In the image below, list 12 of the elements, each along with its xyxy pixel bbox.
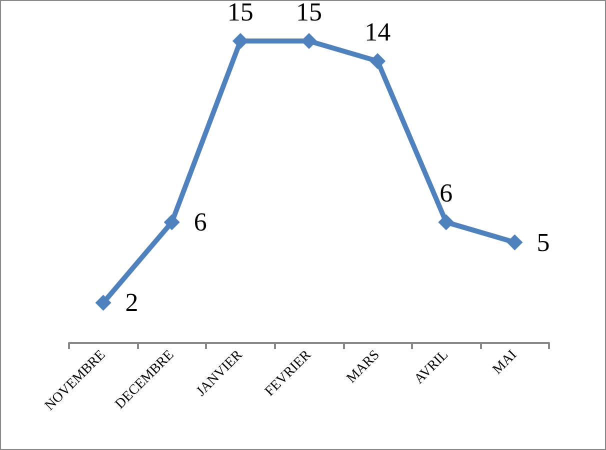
data-label: 15	[227, 0, 254, 26]
data-label: 2	[125, 288, 138, 318]
data-label: 6	[440, 178, 453, 208]
point	[438, 214, 454, 230]
point	[506, 234, 523, 250]
data-label: 5	[536, 228, 550, 257]
point	[164, 214, 180, 230]
data-label: 14	[364, 18, 391, 47]
point	[95, 294, 112, 311]
point	[370, 53, 386, 70]
data-label: 15	[296, 0, 322, 26]
data-label: 6	[194, 208, 207, 237]
